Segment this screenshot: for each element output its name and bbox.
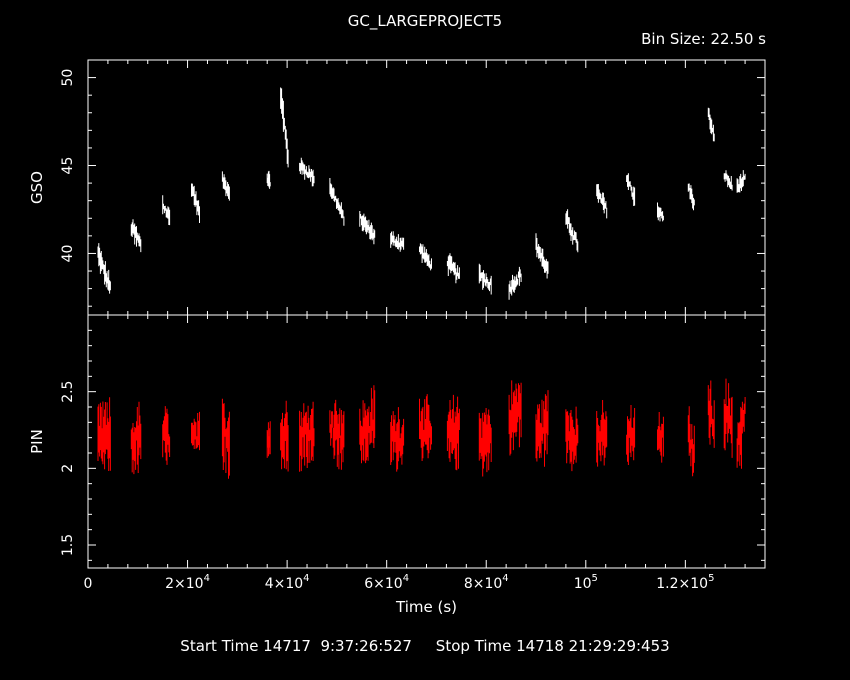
plot-title: GC_LARGEPROJECT5 xyxy=(347,12,503,30)
x-tick-label: 105 xyxy=(574,573,598,592)
pin-data-segment xyxy=(359,385,376,464)
pin-y-axis-label: PIN xyxy=(28,429,46,454)
pin-series xyxy=(97,378,746,479)
pin-data-segment xyxy=(626,405,636,465)
pin-ytick-label: 2.5 xyxy=(60,381,76,403)
gso-data-segment xyxy=(657,202,664,222)
pin-data-segment xyxy=(478,408,492,477)
x-tick-label: 0 xyxy=(84,576,93,592)
pin-ytick-label: 1.5 xyxy=(60,534,76,556)
x-tick-label: 1.2×105 xyxy=(656,573,714,592)
pin-ytick-label: 2 xyxy=(60,464,76,473)
gso-data-segment xyxy=(687,183,695,211)
x-axis-label: Time (s) xyxy=(395,598,457,616)
gso-data-segment xyxy=(359,211,376,245)
gso-ytick-label: 45 xyxy=(60,157,76,175)
gso-data-segment xyxy=(508,266,522,300)
pin-data-segment xyxy=(596,400,608,467)
gso-ytick-label: 50 xyxy=(60,69,76,87)
pin-data-segment xyxy=(687,406,695,477)
gso-data-segment xyxy=(299,157,315,187)
pin-panel: 1.5 2 2.5 PIN 0 2×104 4×104 6×104 8×104 105 1.2×10… xyxy=(28,314,766,616)
pin-data-segment xyxy=(280,400,289,472)
gso-ytick-label: 40 xyxy=(60,245,76,263)
gso-data-segment xyxy=(280,87,289,168)
pin-data-segment xyxy=(565,406,579,472)
gso-data-segment xyxy=(390,231,405,252)
gso-data-segment xyxy=(266,170,271,189)
gso-data-segment xyxy=(329,178,345,226)
x-tick-label: 8×104 xyxy=(464,573,509,592)
gso-data-segment xyxy=(446,253,460,284)
gso-data-segment xyxy=(565,209,579,253)
start-time-label: Start Time 14717 9:37:26:527 xyxy=(180,637,412,655)
pin-data-segment xyxy=(657,412,664,463)
pin-data-segment xyxy=(535,390,549,467)
pin-data-segment xyxy=(419,394,432,461)
gso-data-segment xyxy=(221,171,230,201)
gso-series xyxy=(97,87,746,300)
bin-size-label: Bin Size: 22.50 s xyxy=(641,30,766,48)
gso-y-axis-label: GSO xyxy=(28,171,46,204)
pin-data-segment xyxy=(266,421,271,458)
x-tick-label: 4×104 xyxy=(265,573,310,592)
pin-data-segment xyxy=(162,406,171,465)
pin-data-segment xyxy=(723,378,733,458)
x-tick-label: 6×104 xyxy=(364,573,409,592)
pin-data-segment xyxy=(221,398,230,479)
pin-data-segment xyxy=(707,380,715,448)
gso-data-segment xyxy=(596,184,608,219)
gso-panel: 40 45 50 GSO xyxy=(28,59,766,316)
pin-data-segment xyxy=(736,397,746,469)
gso-data-segment xyxy=(130,219,142,253)
pin-data-segment xyxy=(97,397,111,471)
pin-data-segment xyxy=(299,401,315,472)
gso-frame xyxy=(87,59,766,316)
stop-time-label: Stop Time 14718 21:29:29:453 xyxy=(435,637,670,655)
gso-data-segment xyxy=(97,243,111,294)
gso-data-segment xyxy=(707,107,715,142)
gso-data-segment xyxy=(419,243,432,271)
gso-data-segment xyxy=(162,195,171,226)
gso-data-segment xyxy=(191,183,200,223)
gso-data-segment xyxy=(626,173,636,206)
gso-data-segment xyxy=(736,170,746,193)
pin-data-segment xyxy=(508,380,522,456)
time-range-info: Start Time 14717 9:37:26:527 Stop Time 1… xyxy=(0,637,850,655)
pin-data-segment xyxy=(329,399,345,470)
x-tick-label: 2×104 xyxy=(165,573,210,592)
pin-data-segment xyxy=(130,401,142,475)
gso-data-segment xyxy=(723,170,733,191)
pin-data-segment xyxy=(390,407,405,472)
gso-data-segment xyxy=(535,233,549,279)
pin-data-segment xyxy=(446,394,460,471)
gso-data-segment xyxy=(478,263,492,295)
pin-data-segment xyxy=(191,411,200,451)
